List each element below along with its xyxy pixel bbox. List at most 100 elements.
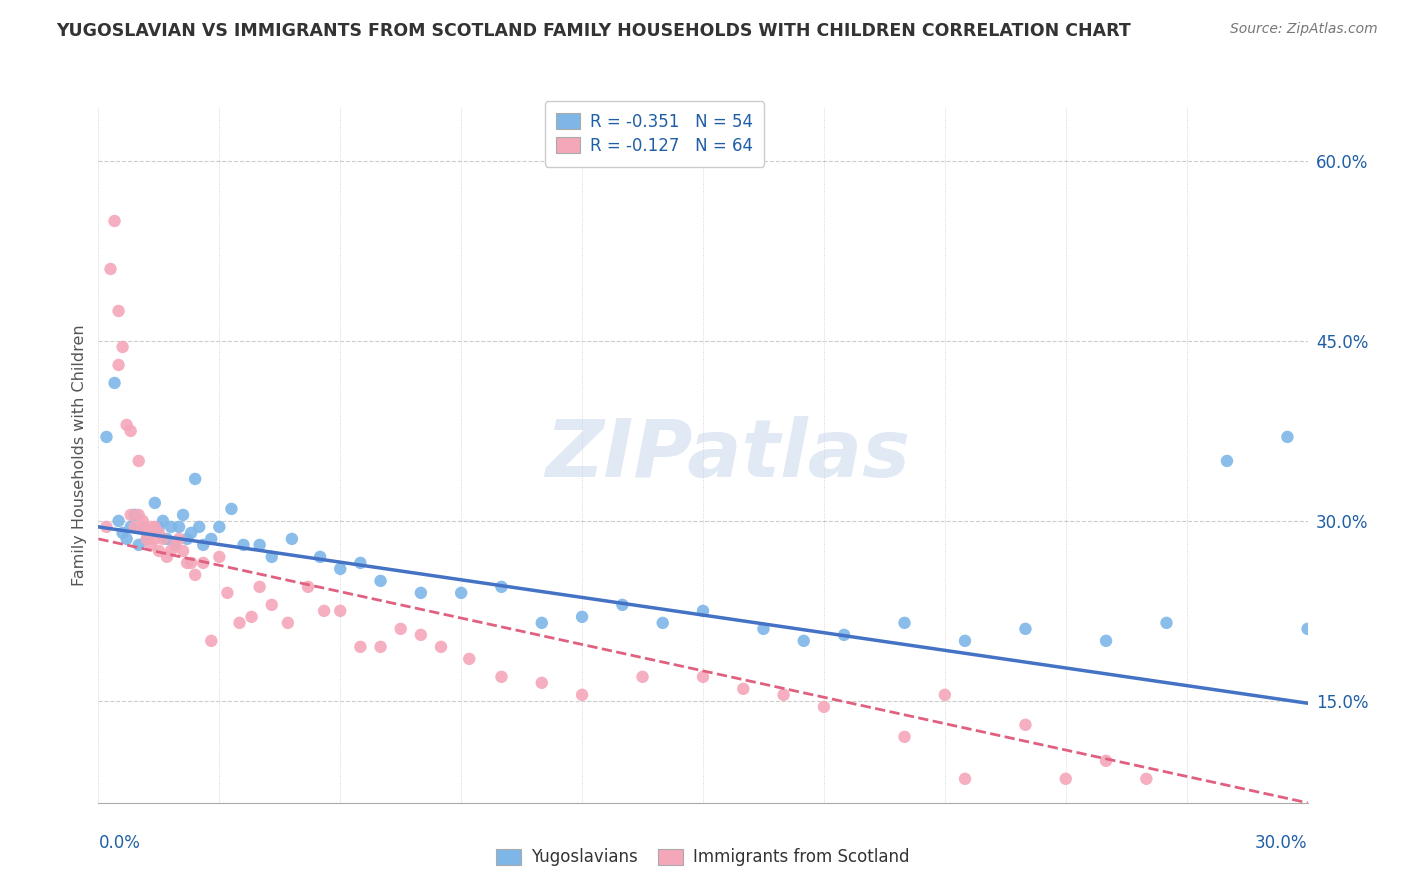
Point xyxy=(217,586,239,600)
Point xyxy=(172,544,194,558)
Point xyxy=(260,549,283,564)
Point xyxy=(96,520,118,534)
Point xyxy=(160,520,183,534)
Point xyxy=(184,472,207,486)
Point xyxy=(120,508,142,522)
Point xyxy=(813,699,835,714)
Point xyxy=(107,304,129,318)
Point xyxy=(132,520,155,534)
Point xyxy=(111,340,134,354)
Point xyxy=(115,532,138,546)
Point xyxy=(953,772,976,786)
Point xyxy=(156,532,179,546)
Point xyxy=(163,538,186,552)
Point xyxy=(156,549,179,564)
Point xyxy=(1014,718,1036,732)
Point xyxy=(132,520,155,534)
Point xyxy=(281,532,304,546)
Point xyxy=(120,520,142,534)
Point xyxy=(193,556,215,570)
Point xyxy=(733,681,755,696)
Point xyxy=(1014,622,1036,636)
Point xyxy=(152,532,174,546)
Point xyxy=(160,544,183,558)
Point xyxy=(115,417,138,432)
Point xyxy=(692,670,714,684)
Point xyxy=(240,610,263,624)
Text: YUGOSLAVIAN VS IMMIGRANTS FROM SCOTLAND FAMILY HOUSEHOLDS WITH CHILDREN CORRELAT: YUGOSLAVIAN VS IMMIGRANTS FROM SCOTLAND … xyxy=(56,22,1130,40)
Point xyxy=(135,532,157,546)
Point xyxy=(430,640,453,654)
Point xyxy=(100,262,122,277)
Point xyxy=(180,525,202,540)
Text: 0.0%: 0.0% xyxy=(98,834,141,852)
Point xyxy=(450,586,472,600)
Point xyxy=(314,604,336,618)
Point xyxy=(530,676,553,690)
Point xyxy=(124,508,146,522)
Point xyxy=(107,514,129,528)
Point xyxy=(458,652,481,666)
Point xyxy=(139,525,162,540)
Point xyxy=(208,549,231,564)
Point xyxy=(309,549,332,564)
Point xyxy=(139,520,162,534)
Point xyxy=(148,544,170,558)
Point xyxy=(221,502,243,516)
Point xyxy=(651,615,673,630)
Point xyxy=(188,520,211,534)
Point xyxy=(135,532,157,546)
Point xyxy=(152,514,174,528)
Point xyxy=(329,562,352,576)
Point xyxy=(1095,633,1118,648)
Point xyxy=(96,430,118,444)
Point xyxy=(571,688,593,702)
Point xyxy=(752,622,775,636)
Point xyxy=(409,628,432,642)
Point xyxy=(176,556,198,570)
Y-axis label: Family Households with Children: Family Households with Children xyxy=(72,324,87,586)
Point xyxy=(277,615,299,630)
Point xyxy=(132,514,155,528)
Point xyxy=(1277,430,1299,444)
Point xyxy=(389,622,412,636)
Point xyxy=(1135,772,1157,786)
Point xyxy=(103,214,125,228)
Point xyxy=(249,538,271,552)
Point xyxy=(228,615,250,630)
Point xyxy=(1095,754,1118,768)
Point xyxy=(893,730,915,744)
Point xyxy=(111,525,134,540)
Point xyxy=(193,538,215,552)
Point xyxy=(143,532,166,546)
Point xyxy=(107,358,129,372)
Point xyxy=(491,670,513,684)
Point xyxy=(208,520,231,534)
Point xyxy=(530,615,553,630)
Point xyxy=(953,633,976,648)
Point xyxy=(232,538,254,552)
Point xyxy=(1216,454,1239,468)
Point xyxy=(103,376,125,390)
Point xyxy=(120,424,142,438)
Point xyxy=(148,525,170,540)
Point xyxy=(329,604,352,618)
Point xyxy=(612,598,634,612)
Point xyxy=(167,520,190,534)
Legend: R = -0.351   N = 54, R = -0.127   N = 64: R = -0.351 N = 54, R = -0.127 N = 64 xyxy=(544,102,765,167)
Point xyxy=(409,586,432,600)
Point xyxy=(143,520,166,534)
Point xyxy=(176,532,198,546)
Point xyxy=(1054,772,1077,786)
Point xyxy=(200,532,222,546)
Legend: Yugoslavians, Immigrants from Scotland: Yugoslavians, Immigrants from Scotland xyxy=(489,842,917,873)
Point xyxy=(184,567,207,582)
Point xyxy=(370,574,392,588)
Point xyxy=(172,508,194,522)
Point xyxy=(163,538,186,552)
Point xyxy=(832,628,855,642)
Point xyxy=(1296,622,1319,636)
Point xyxy=(297,580,319,594)
Point xyxy=(491,580,513,594)
Point xyxy=(370,640,392,654)
